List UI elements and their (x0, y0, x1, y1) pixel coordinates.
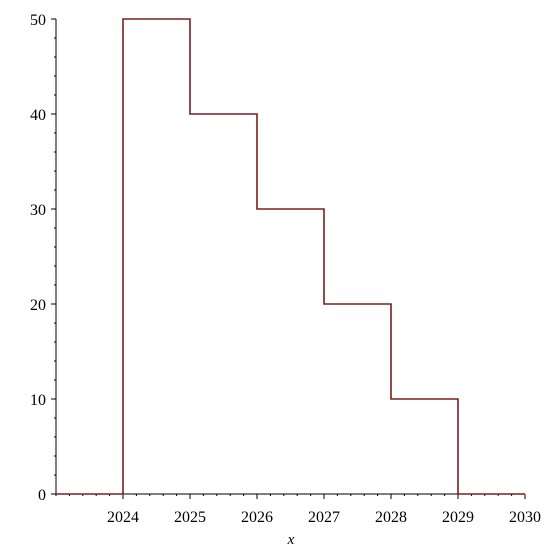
x-tick-label-2029: 2029 (442, 509, 474, 526)
y-tick-label-0: 0 (38, 487, 46, 504)
y-tick-label-10: 10 (30, 392, 46, 409)
x-tick-label-2027: 2027 (308, 509, 340, 526)
x-tick-label-2030: 2030 (509, 509, 541, 526)
y-tick-label-40: 40 (30, 107, 46, 124)
y-tick-label-50: 50 (30, 12, 46, 29)
step-series-line-0 (56, 18, 525, 495)
ticks (51, 18, 526, 499)
axes (55, 19, 525, 495)
x-tick-label-2026: 2026 (241, 509, 273, 526)
x-axis-title: x (287, 532, 295, 548)
x-tick-label-2025: 2025 (174, 509, 206, 526)
y-tick-label-30: 30 (30, 202, 46, 219)
series-layer (56, 18, 525, 495)
y-tick-label-20: 20 (30, 297, 46, 314)
x-tick-label-2024: 2024 (107, 509, 139, 526)
x-tick-label-2028: 2028 (375, 509, 407, 526)
